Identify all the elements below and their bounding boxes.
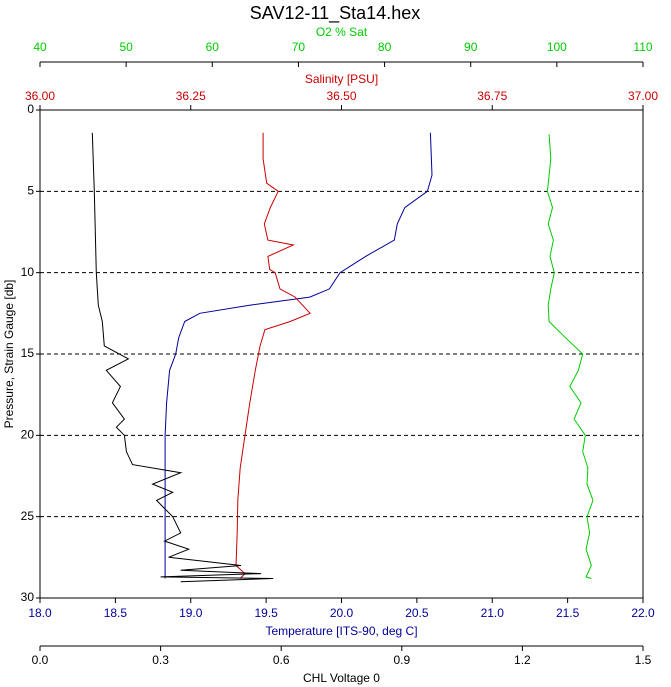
y-tick-label: 20 xyxy=(21,428,35,442)
y-tick-label: 30 xyxy=(21,590,35,604)
chart-title: SAV12-11_Sta14.hex xyxy=(250,3,420,24)
y-tick-label: 10 xyxy=(21,265,35,279)
x-tick-label: 40 xyxy=(33,40,47,54)
x-tick-label: 110 xyxy=(633,40,652,54)
x-axis-label: O2 % Sat xyxy=(316,25,368,39)
x-tick-label: 19.5 xyxy=(254,606,278,620)
y-tick-label: 0 xyxy=(27,102,34,116)
y-tick-label: 5 xyxy=(27,184,34,198)
x-tick-label: 18.0 xyxy=(28,606,52,620)
x-tick-label: 36.75 xyxy=(477,89,507,103)
x-tick-label: 50 xyxy=(119,40,133,54)
profile-line xyxy=(235,132,311,579)
x-tick-label: 36.50 xyxy=(326,89,356,103)
x-tick-label: 90 xyxy=(464,40,478,54)
profile-line xyxy=(546,134,594,579)
x-tick-label: 0.9 xyxy=(393,653,410,667)
x-tick-label: 20.0 xyxy=(330,606,354,620)
y-tick-label: 25 xyxy=(21,509,35,523)
plot-frame xyxy=(39,109,644,599)
x-tick-label: 36.25 xyxy=(176,89,206,103)
x-axis-label: Salinity [PSU] xyxy=(305,72,378,86)
x-tick-label: 19.0 xyxy=(179,606,203,620)
x-axis-label: Temperature [ITS-90, deg C] xyxy=(265,624,417,638)
x-tick-label: 70 xyxy=(292,40,306,54)
x-tick-label: 1.5 xyxy=(635,653,652,667)
x-tick-label: 0.3 xyxy=(152,653,169,667)
x-tick-label: 36.00 xyxy=(25,89,55,103)
x-tick-label: 0.0 xyxy=(32,653,49,667)
y-tick-label: 15 xyxy=(21,346,35,360)
x-tick-label: 18.5 xyxy=(104,606,128,620)
x-tick-label: 22.0 xyxy=(631,606,655,620)
profile-line xyxy=(164,132,433,579)
x-tick-label: 21.0 xyxy=(481,606,505,620)
x-tick-label: 37.00 xyxy=(628,89,658,103)
x-tick-label: 0.6 xyxy=(273,653,290,667)
x-tick-label: 20.5 xyxy=(405,606,429,620)
x-axis-label: CHL Voltage 0 xyxy=(303,671,380,685)
x-tick-label: 80 xyxy=(378,40,392,54)
x-tick-label: 60 xyxy=(206,40,220,54)
profile-line xyxy=(91,132,274,583)
x-tick-label: 100 xyxy=(547,40,567,54)
y-axis-label: Pressure, Strain Gauge [db] xyxy=(2,280,16,429)
x-tick-label: 1.2 xyxy=(514,653,531,667)
x-tick-label: 21.5 xyxy=(556,606,580,620)
